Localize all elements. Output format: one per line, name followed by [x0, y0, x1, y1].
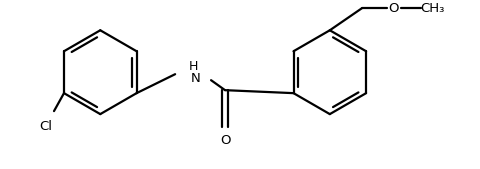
Text: H: H: [189, 60, 198, 73]
Text: N: N: [191, 72, 201, 85]
Text: CH₃: CH₃: [420, 2, 445, 15]
Text: O: O: [388, 2, 399, 15]
Text: O: O: [220, 134, 230, 147]
Text: Cl: Cl: [39, 120, 52, 133]
